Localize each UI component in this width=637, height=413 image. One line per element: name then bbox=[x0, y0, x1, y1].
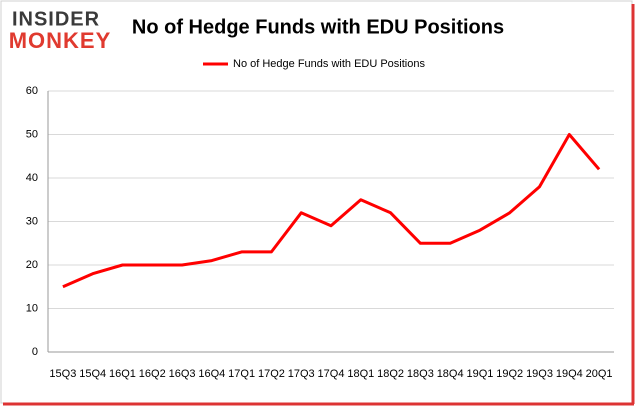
x-tick-label: 17Q2 bbox=[258, 368, 285, 380]
y-tick-label: 60 bbox=[26, 85, 38, 97]
logo-line2: MONKEY bbox=[9, 28, 112, 53]
y-tick-label: 10 bbox=[26, 302, 38, 314]
x-tick-label: 15Q4 bbox=[79, 368, 106, 380]
x-tick-label: 16Q3 bbox=[169, 368, 196, 380]
x-tick-label: 18Q2 bbox=[377, 368, 404, 380]
x-tick-label: 19Q4 bbox=[556, 368, 583, 380]
logo-line1: INSIDER bbox=[12, 8, 100, 30]
y-tick-label: 30 bbox=[26, 215, 38, 227]
x-tick-label: 17Q1 bbox=[228, 368, 255, 380]
x-tick-label: 15Q3 bbox=[49, 368, 76, 380]
y-tick-label: 20 bbox=[26, 259, 38, 271]
frame bbox=[0, 0, 633, 404]
x-tick-label: 17Q3 bbox=[288, 368, 315, 380]
x-tick-label: 17Q4 bbox=[318, 368, 345, 380]
legend-label: No of Hedge Funds with EDU Positions bbox=[233, 58, 425, 70]
x-tick-label: 18Q1 bbox=[347, 368, 374, 380]
x-tick-label: 16Q1 bbox=[109, 368, 136, 380]
x-tick-label: 16Q2 bbox=[139, 368, 166, 380]
chart-title: No of Hedge Funds with EDU Positions bbox=[132, 16, 504, 38]
x-tick-label: 19Q2 bbox=[496, 368, 523, 380]
x-tick-label: 16Q4 bbox=[198, 368, 225, 380]
y-tick-label: 40 bbox=[26, 172, 38, 184]
x-tick-label: 18Q4 bbox=[437, 368, 464, 380]
x-tick-label: 20Q1 bbox=[586, 368, 613, 380]
y-tick-label: 0 bbox=[32, 346, 38, 358]
series-line bbox=[62, 133, 601, 289]
x-tick-label: 19Q1 bbox=[466, 368, 493, 380]
x-tick-label: 19Q3 bbox=[526, 368, 553, 380]
x-tick-label: 18Q3 bbox=[407, 368, 434, 380]
y-tick-label: 50 bbox=[26, 128, 38, 140]
